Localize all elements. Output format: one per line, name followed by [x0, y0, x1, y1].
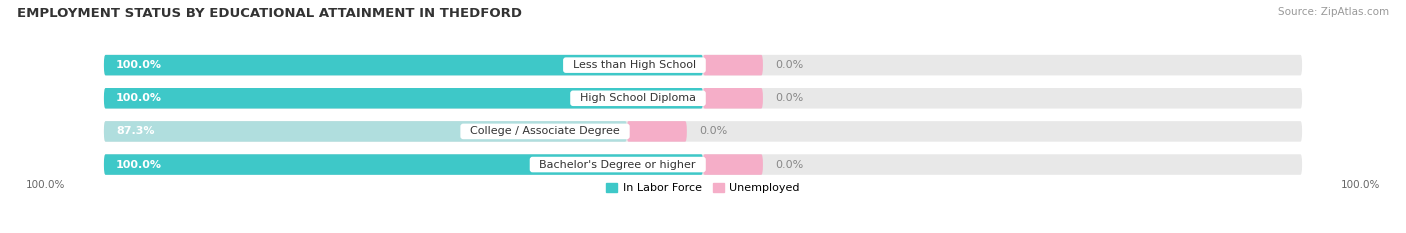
- Text: 0.0%: 0.0%: [775, 93, 803, 103]
- FancyBboxPatch shape: [104, 88, 1302, 109]
- FancyBboxPatch shape: [104, 121, 627, 142]
- Text: Less than High School: Less than High School: [565, 60, 703, 70]
- FancyBboxPatch shape: [104, 55, 1302, 75]
- Text: 100.0%: 100.0%: [27, 180, 66, 190]
- Text: 0.0%: 0.0%: [775, 160, 803, 170]
- Text: 100.0%: 100.0%: [1340, 180, 1379, 190]
- FancyBboxPatch shape: [104, 88, 703, 109]
- Text: 100.0%: 100.0%: [115, 60, 162, 70]
- FancyBboxPatch shape: [104, 121, 1302, 142]
- FancyBboxPatch shape: [104, 154, 703, 175]
- Text: 0.0%: 0.0%: [699, 127, 727, 136]
- Text: Bachelor's Degree or higher: Bachelor's Degree or higher: [533, 160, 703, 170]
- FancyBboxPatch shape: [703, 88, 763, 109]
- FancyBboxPatch shape: [104, 154, 1302, 175]
- Text: 100.0%: 100.0%: [115, 160, 162, 170]
- FancyBboxPatch shape: [104, 55, 703, 75]
- Text: College / Associate Degree: College / Associate Degree: [463, 127, 627, 136]
- Text: Source: ZipAtlas.com: Source: ZipAtlas.com: [1278, 7, 1389, 17]
- Text: 0.0%: 0.0%: [775, 60, 803, 70]
- Text: 87.3%: 87.3%: [115, 127, 155, 136]
- FancyBboxPatch shape: [703, 154, 763, 175]
- Text: High School Diploma: High School Diploma: [574, 93, 703, 103]
- Legend: In Labor Force, Unemployed: In Labor Force, Unemployed: [602, 178, 804, 197]
- FancyBboxPatch shape: [627, 121, 686, 142]
- FancyBboxPatch shape: [703, 55, 763, 75]
- Text: 100.0%: 100.0%: [115, 93, 162, 103]
- Text: EMPLOYMENT STATUS BY EDUCATIONAL ATTAINMENT IN THEDFORD: EMPLOYMENT STATUS BY EDUCATIONAL ATTAINM…: [17, 7, 522, 20]
